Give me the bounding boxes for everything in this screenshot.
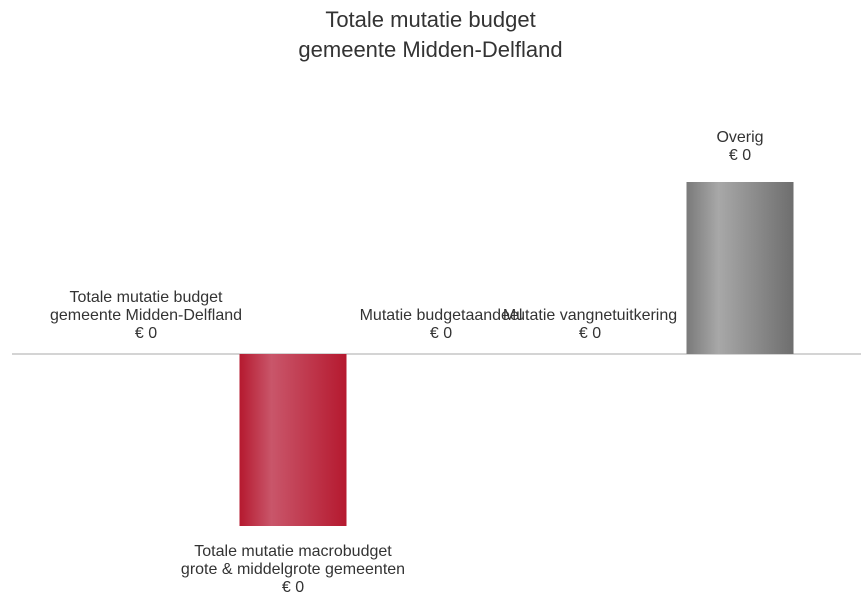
category-label-2-line-0: Mutatie budgetaandeel <box>360 307 523 324</box>
category-label-4-line-0: Overig <box>716 129 763 146</box>
value-label-0: € 0 <box>135 325 157 342</box>
category-label-1-line-0: Totale mutatie macrobudget <box>194 543 392 560</box>
value-label-4: € 0 <box>729 147 751 164</box>
bar-4 <box>686 182 794 354</box>
chart-title: Totale mutatie budget gemeente Midden-De… <box>0 5 861 65</box>
category-label-0-line-0: Totale mutatie budget <box>70 289 224 306</box>
bar-1 <box>239 354 347 526</box>
category-label-0-line-1: gemeente Midden-Delfland <box>50 307 242 324</box>
category-label-3-line-0: Mutatie vangnetuitkering <box>503 307 677 324</box>
chart-title-line-2: gemeente Midden-Delfland <box>298 37 563 62</box>
value-label-1: € 0 <box>282 579 304 596</box>
chart-title-line-1: Totale mutatie budget <box>325 7 536 32</box>
value-label-3: € 0 <box>579 325 601 342</box>
value-label-2: € 0 <box>430 325 452 342</box>
category-label-1-line-1: grote & middelgrote gemeenten <box>181 561 405 578</box>
